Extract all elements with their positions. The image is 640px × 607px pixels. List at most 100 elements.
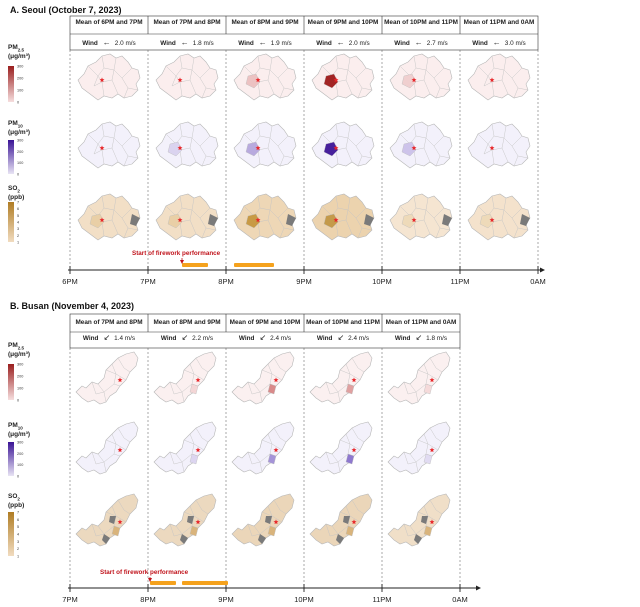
district-border	[335, 221, 339, 237]
district-hotspot	[89, 213, 105, 229]
district-border	[91, 381, 105, 395]
district-border	[355, 135, 367, 147]
busan-map	[309, 351, 373, 405]
district-border	[103, 461, 107, 473]
seoul-map	[77, 121, 141, 169]
district-hotspot	[267, 453, 277, 465]
district-border	[511, 67, 523, 79]
district-border	[413, 221, 417, 237]
district-no-data	[343, 516, 350, 524]
tick-label: 9PM	[218, 595, 234, 604]
busan-map	[309, 421, 373, 475]
seoul-map	[233, 53, 297, 101]
firework-site-star-icon	[99, 217, 105, 223]
legend-a-so2-tick-label: 1	[17, 241, 19, 245]
wind-label: Wind	[394, 335, 411, 342]
district-border	[105, 369, 121, 387]
district-no-data	[180, 534, 188, 544]
busan-map	[387, 351, 451, 405]
wind-arrow-icon: ↙	[415, 333, 423, 342]
timeline-arrowhead	[540, 267, 545, 273]
wind-cell-a-3: Wind ← 1.9 m/s	[226, 36, 304, 50]
firework-site-star-icon	[273, 519, 279, 525]
district-border	[179, 149, 183, 165]
wind-arrow-icon: ↙	[259, 333, 267, 342]
wind-speed: 2.4 m/s	[270, 335, 292, 342]
district-border	[325, 523, 339, 537]
wind-speed: 1.8 m/s	[192, 40, 214, 47]
legend-a-pm10-tick-label: 300	[17, 139, 23, 143]
district-border	[277, 207, 289, 219]
legend-b-pm25-tick-label: 100	[17, 387, 23, 391]
district-hotspot	[189, 383, 199, 395]
col-head-b-4: Mean of 10PM and 11PM	[306, 319, 380, 326]
col-head-a-4: Mean of 9PM and 10PM	[307, 19, 379, 26]
district-border	[337, 391, 341, 403]
district-border	[105, 439, 121, 457]
legend-a-so2-tick-label: 4	[17, 221, 19, 225]
district-border	[169, 451, 183, 465]
legend-b-so2-title: SO2 (ppb)	[8, 493, 25, 510]
busan-map	[153, 421, 217, 475]
district-hotspot	[423, 383, 433, 395]
district-border	[355, 207, 367, 219]
tick-label: 8PM	[140, 595, 156, 604]
firework-period-bar	[150, 581, 176, 585]
wind-cell-b-3: Wind ↙ 2.4 m/s	[226, 331, 304, 345]
district-border	[337, 461, 341, 473]
wind-label: Wind	[82, 335, 99, 342]
legend-b-pm10-tick-label: 100	[17, 463, 23, 467]
legend-a-pm10-title: PM10 (μg/m³)	[8, 120, 31, 137]
legend-a-pm25-tick-label: 300	[17, 65, 23, 69]
district-hotspot	[267, 383, 277, 395]
district-border	[179, 221, 183, 237]
district-border	[171, 81, 181, 87]
tick-label: 11PM	[372, 595, 392, 604]
legend-a-pm10-colorbar	[8, 140, 14, 174]
seoul-map	[155, 121, 219, 169]
district-no-data	[102, 534, 110, 544]
district-border	[267, 79, 275, 95]
district-border	[325, 381, 339, 395]
col-head-a-2: Mean of 7PM and 8PM	[153, 19, 221, 26]
district-border	[415, 461, 419, 473]
legend-a-pm25-tick-label: 0	[17, 101, 19, 105]
district-border	[169, 523, 183, 537]
tick-label: 8PM	[218, 277, 234, 286]
legend-b-so2-colorbar	[8, 512, 14, 556]
legend-a-pm25-title: PM2.5 (μg/m³)	[8, 44, 31, 61]
district-border	[433, 67, 445, 79]
wind-cell-b-2: Wind ↙ 2.2 m/s	[148, 331, 226, 345]
district-border	[361, 227, 373, 231]
district-border	[283, 87, 295, 91]
firework-site-star-icon	[351, 377, 357, 383]
tick-label: 0AM	[452, 595, 468, 604]
header-table-frame	[69, 313, 461, 349]
district-border	[267, 147, 275, 163]
district-hotspot	[267, 525, 277, 537]
wind-cell-a-1: Wind ← 2.0 m/s	[70, 36, 148, 50]
wind-label: Wind	[472, 40, 488, 47]
district-border	[101, 221, 105, 237]
district-border	[491, 221, 495, 237]
timeline-arrowhead	[476, 585, 481, 591]
district-border	[277, 135, 289, 147]
district-border	[199, 207, 211, 219]
wind-label: Wind	[316, 335, 333, 342]
district-border	[501, 147, 509, 163]
district-no-data	[258, 534, 266, 544]
district-border	[91, 451, 105, 465]
district-border	[273, 499, 287, 515]
firework-period-bar	[182, 263, 208, 267]
seoul-map	[389, 121, 453, 169]
district-no-data	[265, 516, 272, 524]
district-border	[117, 427, 131, 443]
busan-map	[231, 351, 295, 405]
district-border	[413, 149, 417, 165]
legend-b-so2-tick-label: 2	[17, 547, 19, 551]
seoul-map	[77, 53, 141, 101]
district-border	[351, 499, 365, 515]
legend-a-pm25-tick-label: 200	[17, 77, 23, 81]
seoul-map	[233, 121, 297, 169]
